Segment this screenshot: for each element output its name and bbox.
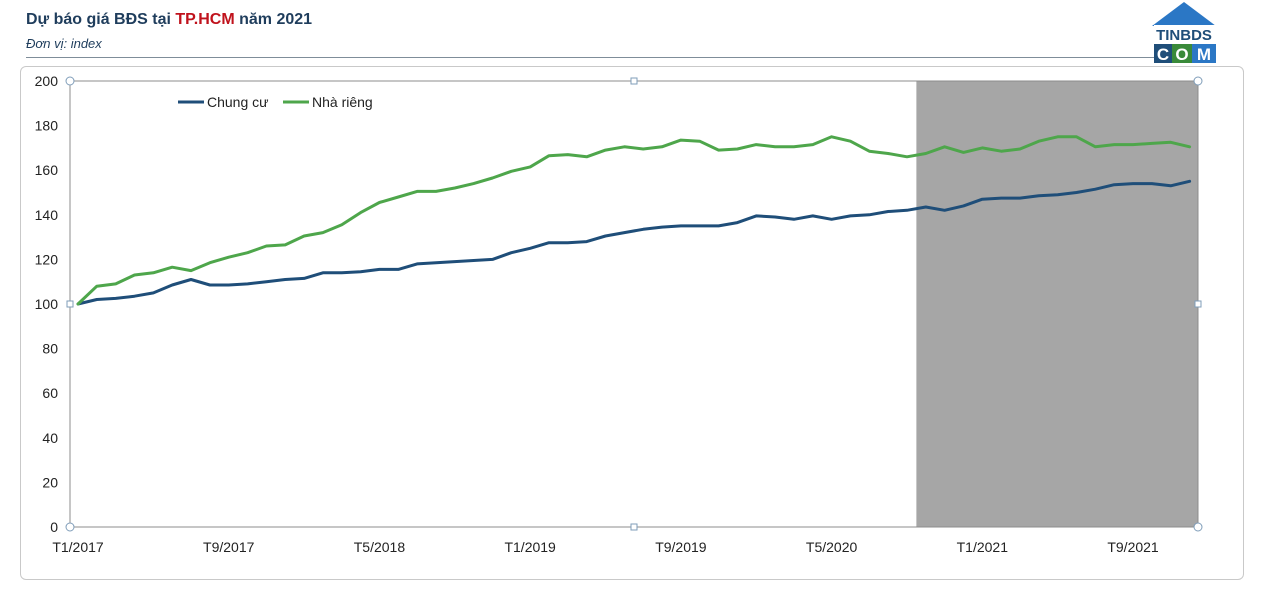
resize-handle[interactable] bbox=[630, 523, 638, 531]
title-highlight: TP.HCM bbox=[175, 11, 235, 28]
y-tick-label: 180 bbox=[35, 118, 59, 134]
resize-handle[interactable] bbox=[1193, 76, 1203, 86]
resize-handle[interactable] bbox=[65, 522, 75, 532]
legend-label: Chung cư bbox=[207, 94, 269, 110]
unit-subtitle: Đơn vị: index bbox=[26, 36, 102, 51]
legend-label: Nhà riêng bbox=[312, 94, 373, 110]
series-line-chung-cu bbox=[76, 179, 1192, 306]
x-tick-label: T1/2019 bbox=[504, 539, 556, 555]
resize-handle[interactable] bbox=[1193, 522, 1203, 532]
x-tick-label: T5/2020 bbox=[806, 539, 858, 555]
y-tick-label: 0 bbox=[50, 519, 58, 535]
y-tick-label: 60 bbox=[42, 385, 58, 401]
resize-handle[interactable] bbox=[630, 77, 638, 85]
y-tick-label: 200 bbox=[35, 73, 59, 89]
chart-title: Dự báo giá BĐS tại TP.HCM năm 2021 bbox=[26, 11, 313, 28]
x-tick-label: T9/2017 bbox=[203, 539, 255, 555]
y-tick-label: 40 bbox=[42, 430, 58, 446]
svg-text:M: M bbox=[1197, 45, 1211, 64]
y-tick-label: 80 bbox=[42, 341, 58, 357]
svg-text:TINBDS: TINBDS bbox=[1156, 27, 1212, 44]
header-divider bbox=[26, 57, 1216, 58]
y-tick-label: 120 bbox=[35, 251, 59, 267]
resize-handle[interactable] bbox=[65, 76, 75, 86]
x-tick-label: T1/2017 bbox=[52, 539, 104, 555]
y-tick-label: 140 bbox=[35, 207, 59, 223]
resize-handle[interactable] bbox=[66, 300, 74, 308]
y-tick-label: 20 bbox=[42, 474, 58, 490]
x-tick-label: T5/2018 bbox=[354, 539, 406, 555]
series-line-nha-rieng bbox=[76, 135, 1192, 306]
y-tick-label: 160 bbox=[35, 162, 59, 178]
tinbds-logo: TINBDS C O M bbox=[1152, 2, 1216, 64]
x-tick-label: T9/2021 bbox=[1107, 539, 1159, 555]
y-tick-label: 100 bbox=[35, 296, 59, 312]
svg-text:C: C bbox=[1157, 45, 1169, 64]
forecast-shade bbox=[916, 81, 1198, 527]
resize-handle[interactable] bbox=[1194, 300, 1202, 308]
svg-text:O: O bbox=[1175, 45, 1188, 64]
x-tick-label: T9/2019 bbox=[655, 539, 707, 555]
x-tick-label: T1/2021 bbox=[957, 539, 1009, 555]
